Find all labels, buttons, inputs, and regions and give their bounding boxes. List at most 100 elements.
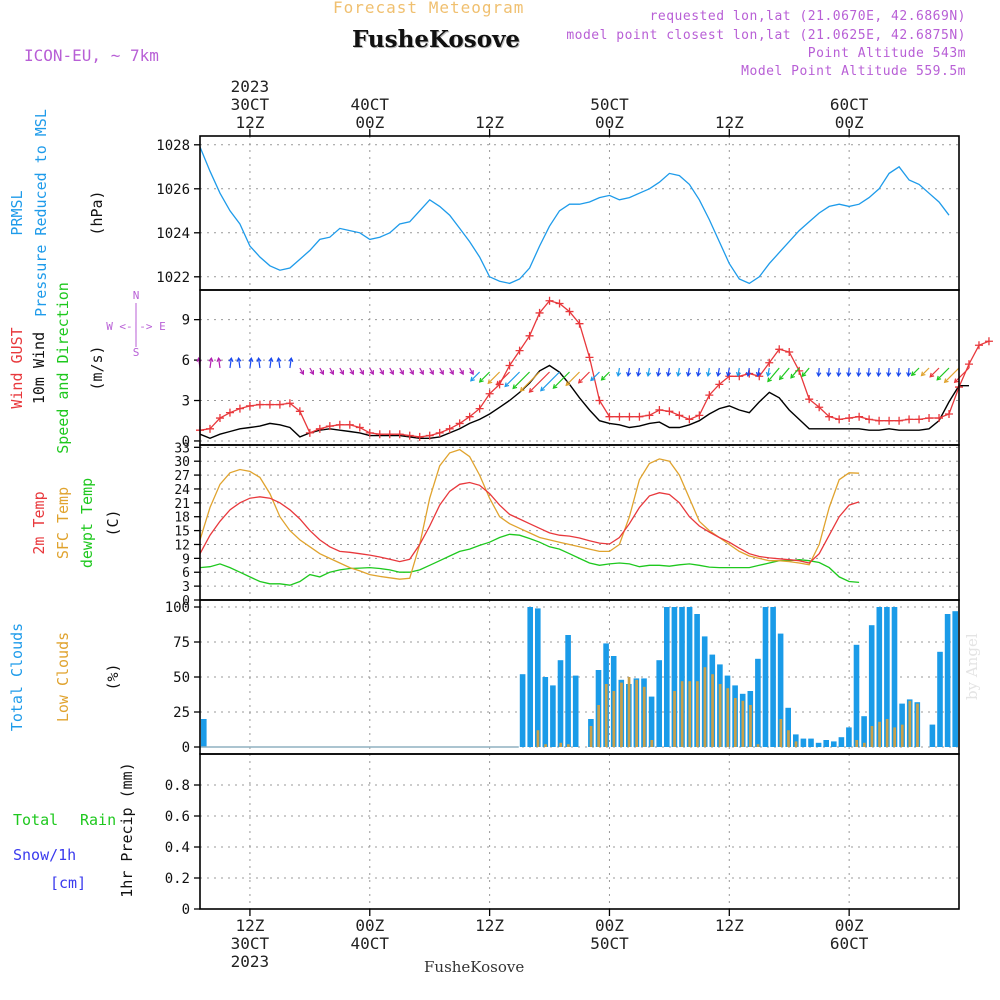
wind-gust-marker [335, 420, 344, 429]
wind-direction-arrow [737, 367, 740, 376]
low-cloud-bar [650, 740, 654, 747]
wind-arrow-head [552, 384, 558, 389]
requested-point: requested lon,lat (21.0670E, 42.6869N) [649, 9, 966, 24]
bottom-hour-label: 12Z [235, 916, 264, 935]
panel-1-grid [200, 136, 959, 290]
y-tick-label: 12 [174, 538, 190, 553]
wind-direction-arrow [887, 367, 890, 377]
wind-direction-arrow [319, 367, 324, 375]
wind-direction-arrow [349, 367, 354, 375]
wind-direction-arrow [487, 371, 501, 384]
wind-gust-marker [615, 412, 624, 421]
wind-direction-arrow [697, 367, 700, 376]
wind-direction-arrow [847, 367, 850, 377]
low-cloud-bar [916, 703, 919, 747]
top-year-label: 2023 [231, 77, 270, 96]
low-cloud-bar [779, 719, 783, 747]
wind-gust-marker [235, 404, 244, 413]
wind-direction-arrow [359, 367, 364, 375]
total-cloud-bar [815, 742, 822, 747]
wind-gust-marker [765, 358, 774, 367]
total-cloud-bar [846, 727, 852, 747]
wind-direction-arrow [936, 367, 950, 381]
total-cloud-bar [550, 685, 556, 747]
wind-gust-marker [315, 424, 324, 433]
wind-arrow-head [208, 356, 214, 363]
wind-arrow-head [496, 380, 501, 386]
wind-gust-marker [805, 395, 814, 404]
wind-arrow-head [856, 372, 862, 378]
y-tick-label: 1022 [156, 270, 190, 286]
y-tick-label: 0 [182, 434, 190, 450]
total-cloud-bar [770, 607, 776, 747]
wind-gust-line [199, 300, 990, 438]
wind-direction-arrow [289, 358, 292, 369]
total-cloud-bar [535, 608, 541, 747]
wind-direction-arrow [209, 358, 212, 369]
low-cloud-bar [885, 719, 889, 747]
total-cloud-bar [808, 738, 814, 747]
label-speed-direction: Speed and Direction [54, 282, 72, 454]
wind-gust-marker [665, 407, 674, 416]
wind-direction-arrow [229, 358, 232, 369]
low-cloud-bar [855, 740, 859, 747]
wind-direction-arrow [459, 367, 464, 375]
wind-arrow-head [896, 372, 902, 378]
low-cloud-bar [642, 686, 646, 747]
total-cloud-bar [664, 607, 670, 747]
low-cloud-bar [749, 705, 752, 747]
total-cloud-bar [793, 734, 799, 747]
total-cloud-bar [755, 658, 761, 747]
low-cloud-bar [597, 705, 600, 747]
wind-direction-arrow [637, 367, 641, 376]
total-cloud-bar [572, 675, 579, 747]
wind-direction-arrow [657, 367, 660, 376]
wind-arrow-head [319, 370, 325, 376]
wind-arrow-head [528, 388, 534, 393]
wind-gust-marker [485, 389, 494, 398]
bottom-date-label: 40CT [351, 934, 390, 953]
top-hour-label: 00Z [835, 113, 864, 132]
y-tick-label: 3 [182, 394, 190, 410]
wind-arrow-head [910, 371, 916, 377]
wind-gust-marker [465, 412, 474, 421]
panel-5-frame [199, 753, 960, 910]
total-cloud-bar [565, 635, 571, 747]
wind-direction-arrow [249, 358, 252, 369]
label-total: Total [13, 811, 58, 829]
wind-gust-marker [655, 405, 664, 414]
total-cloud-bar [823, 740, 829, 747]
wind-gust-marker [945, 410, 954, 418]
y-tick-label: 1024 [156, 226, 190, 242]
wind-arrow-head [600, 375, 606, 381]
y-tick-label: 0.2 [165, 871, 190, 887]
wind-gust-marker [875, 416, 884, 425]
wind-arrow-head [695, 371, 702, 378]
wind-direction-arrow [578, 371, 590, 384]
wind-arrow-head [816, 372, 822, 378]
wind-gust-marker [375, 430, 384, 439]
bottom-hour-label: 12Z [715, 916, 744, 935]
low-cloud-bar [900, 724, 904, 747]
wind-direction-arrow [379, 367, 384, 375]
total-cloud-bar [800, 738, 807, 747]
wind-direction-arrow [757, 367, 760, 376]
wind-gust-marker [935, 414, 944, 423]
wind-arrow-head [379, 370, 384, 376]
top-date-label: 50CT [590, 95, 629, 114]
total-cloud-bar [656, 660, 662, 747]
wind-arrow-head [419, 370, 424, 376]
label-prmsl: PRMSL [8, 190, 26, 235]
wind-gust-marker [205, 424, 214, 433]
wind-arrow-head [920, 371, 926, 377]
y-tick-label: 24 [174, 483, 190, 498]
wind-direction-arrow [470, 371, 481, 382]
bottom-date-label: 50CT [590, 934, 629, 953]
wind-direction-arrow [257, 358, 261, 369]
wind-gust-marker [415, 432, 424, 441]
low-cloud-bar [589, 726, 593, 747]
wind-arrow-head [767, 377, 772, 383]
low-cloud-bar [673, 691, 676, 747]
y-tick-label: 18 [174, 511, 190, 526]
wind-direction-arrow [747, 367, 750, 376]
